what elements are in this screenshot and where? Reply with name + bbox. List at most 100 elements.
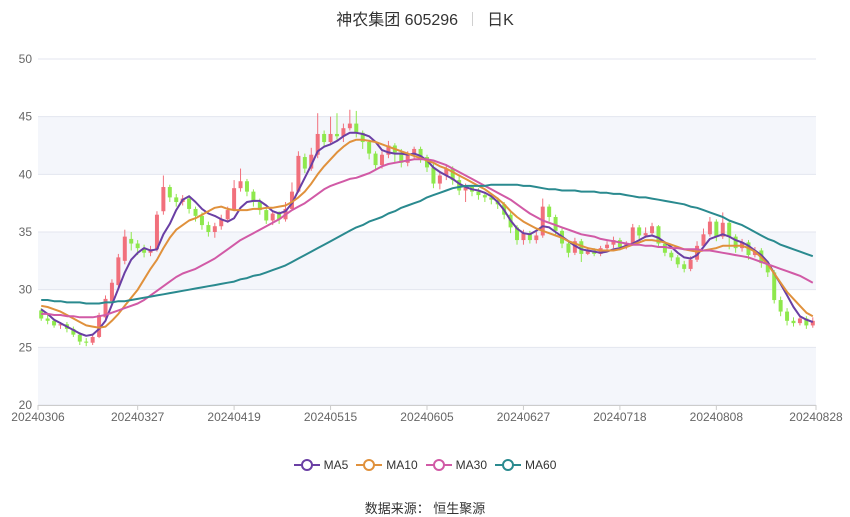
candle-body [206,225,211,232]
candle-body [630,227,635,244]
y-tick-label: 25 [19,340,33,354]
candle-body [572,241,577,253]
legend-marker-icon [293,459,320,471]
candle-body [637,227,642,236]
chart-legend: MA5 MA10 MA30 MA60 [0,458,850,474]
candle-body [707,221,712,235]
candle-body [58,324,63,326]
candle-body [322,133,327,143]
candle-body [444,168,449,176]
legend-marker-icon [495,459,522,471]
candle-body [354,123,359,133]
candle-body [129,238,134,244]
candle-body [199,215,204,226]
stock-title: 神农集团 605296 [336,12,459,29]
plot-band [38,347,816,405]
candle-body [225,210,230,220]
candle-body [84,341,89,343]
legend-marker-icon [425,459,452,471]
candle-body [553,217,558,231]
chart-title: 神农集团 605296 日K [0,6,850,30]
candle-body [547,206,552,218]
candle-body [585,250,590,254]
x-tick-label: 20240419 [207,410,261,424]
candle-body [103,298,108,318]
period-label: 日K [487,12,514,29]
candle-body [476,191,481,196]
x-tick-label: 20240327 [111,410,165,424]
candle-body [515,227,520,241]
legend-item-ma10[interactable]: MA10 [356,458,418,472]
y-tick-label: 50 [19,52,33,66]
legend-item-ma60[interactable]: MA60 [495,458,556,472]
candle-body [733,236,738,249]
y-tick-label: 45 [19,110,33,124]
candle-body [534,235,539,241]
candle-body [212,226,217,232]
candle-body [425,157,429,168]
x-tick-label: 20240306 [11,410,65,424]
candle-body [328,133,333,143]
x-tick-label: 20240808 [690,410,744,424]
candle-body [399,152,404,163]
x-tick-label: 20240828 [789,410,843,424]
candle-body [727,222,732,237]
candle-body [379,154,384,166]
candle-body [302,157,307,169]
candle-body [367,142,372,154]
candle-body [437,175,442,184]
candle-body [109,282,114,302]
candle-body [174,197,179,203]
x-tick-label: 20240605 [400,410,454,424]
x-tick-label: 20240515 [304,410,358,424]
y-tick-label: 35 [19,225,33,239]
candle-body [219,219,224,227]
x-tick-label: 20240627 [497,410,551,424]
candle-body [527,233,532,241]
candle-body [360,132,365,143]
title-separator [472,12,474,26]
candle-body [617,240,622,247]
candle-body [135,243,140,249]
candle-body [289,191,294,209]
legend-item-ma30[interactable]: MA30 [425,458,487,472]
candle-body [90,336,95,343]
candle-body [688,259,693,269]
candle-body [566,243,571,253]
candle-body [701,234,706,246]
candle-body [418,148,423,158]
candle-body [45,318,50,321]
legend-label: MA5 [323,458,349,472]
candle-body [373,153,378,166]
x-tick-label: 20240718 [593,410,647,424]
legend-label: MA10 [386,458,418,472]
legend-marker-icon [356,459,383,471]
candle-body [521,233,526,241]
candle-body [431,167,436,184]
candle-body [791,320,796,324]
candle-body [765,263,770,273]
candle-body [315,133,320,155]
candle-body [52,320,57,326]
candle-body [650,226,655,234]
candle-body [244,181,249,192]
candle-body [238,181,243,189]
legend-item-ma5[interactable]: MA5 [293,458,349,472]
candle-body [579,241,584,254]
candle-body [682,264,687,269]
legend-label: MA60 [525,458,557,472]
candle-body [778,300,783,312]
candle-body [232,188,237,211]
candle-body [643,233,648,236]
candle-body [122,236,127,261]
candle-body [772,272,777,301]
candle-body [489,197,494,200]
candle-body [277,213,282,220]
candle-body [97,315,102,337]
candle-body [334,133,339,137]
candle-body [167,187,172,198]
candle-body [193,208,198,216]
candle-body [720,222,725,237]
data-source: 数据来源： 恒生聚源 [364,501,486,516]
y-tick-label: 20 [19,398,33,412]
